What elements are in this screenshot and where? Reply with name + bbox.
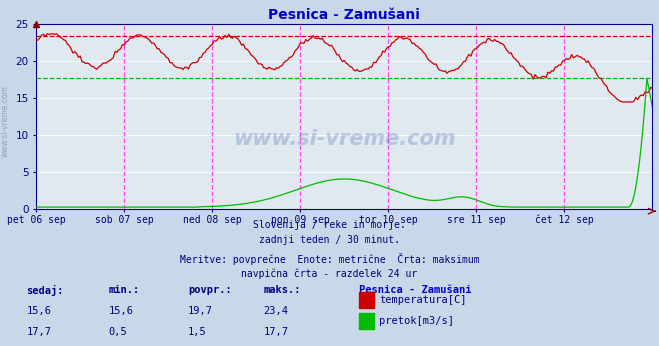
Text: 15,6: 15,6 bbox=[26, 306, 51, 316]
Text: 23,4: 23,4 bbox=[264, 306, 289, 316]
Text: Slovenija / reke in morje.: Slovenija / reke in morje. bbox=[253, 220, 406, 230]
Title: Pesnica - Zamušani: Pesnica - Zamušani bbox=[268, 8, 420, 22]
Text: min.:: min.: bbox=[109, 285, 140, 295]
Text: 17,7: 17,7 bbox=[26, 327, 51, 337]
Text: zadnji teden / 30 minut.: zadnji teden / 30 minut. bbox=[259, 235, 400, 245]
Text: temperatura[C]: temperatura[C] bbox=[379, 295, 467, 305]
Text: Meritve: povprečne  Enote: metrične  Črta: maksimum: Meritve: povprečne Enote: metrične Črta:… bbox=[180, 253, 479, 265]
Text: povpr.:: povpr.: bbox=[188, 285, 231, 295]
Text: Pesnica - Zamušani: Pesnica - Zamušani bbox=[359, 285, 472, 295]
Text: www.si-vreme.com: www.si-vreme.com bbox=[233, 129, 455, 149]
Text: 15,6: 15,6 bbox=[109, 306, 134, 316]
Text: 1,5: 1,5 bbox=[188, 327, 206, 337]
Text: 19,7: 19,7 bbox=[188, 306, 213, 316]
Text: navpična črta - razdelek 24 ur: navpična črta - razdelek 24 ur bbox=[241, 268, 418, 279]
Text: 17,7: 17,7 bbox=[264, 327, 289, 337]
Text: www.si-vreme.com: www.si-vreme.com bbox=[1, 85, 10, 157]
Text: maks.:: maks.: bbox=[264, 285, 301, 295]
Text: 0,5: 0,5 bbox=[109, 327, 127, 337]
Text: pretok[m3/s]: pretok[m3/s] bbox=[379, 316, 454, 326]
Text: sedaj:: sedaj: bbox=[26, 285, 64, 297]
